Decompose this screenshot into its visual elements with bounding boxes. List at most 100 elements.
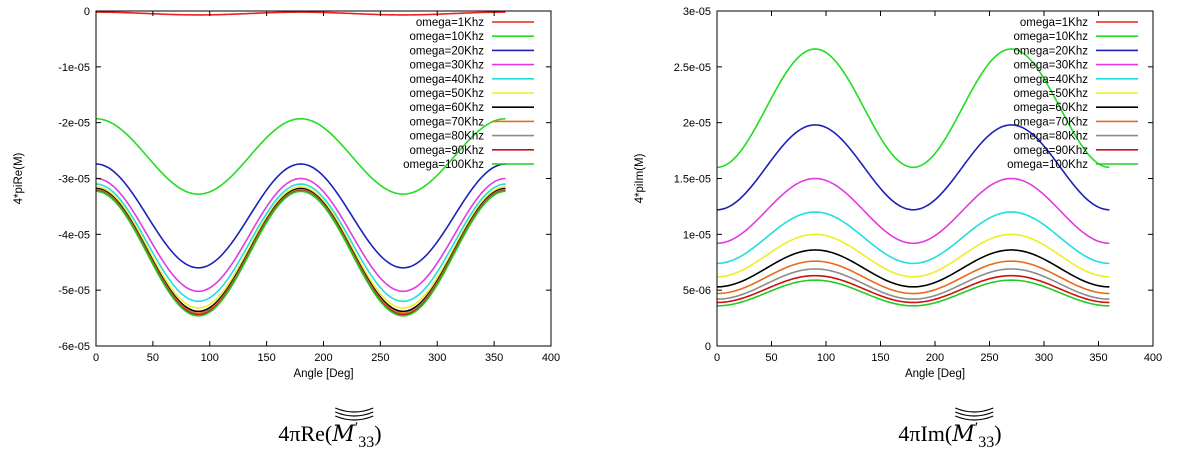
y-tick-label: -5e-05 (58, 285, 90, 297)
x-tick-label: 200 (314, 352, 332, 364)
x-tick-label: 400 (1144, 352, 1162, 364)
legend-label: omega=60Khz (1014, 102, 1089, 114)
x-tick-label: 150 (257, 352, 275, 364)
caption-accent (955, 407, 994, 413)
caption-symbol: M (951, 422, 975, 447)
caption-post: ) (994, 421, 1001, 446)
legend-label: omega=20Khz (1014, 45, 1089, 57)
series-line-3 (717, 177, 1110, 245)
y-tick-label: 1e-05 (683, 229, 711, 241)
legend-label: omega=10Khz (1014, 31, 1089, 43)
legend-label: omega=60Khz (410, 102, 485, 114)
caption-accent (955, 411, 994, 417)
legend-label: omega=50Khz (1014, 88, 1089, 100)
caption-prime: ′ (355, 420, 359, 437)
x-tick-label: 350 (485, 352, 503, 364)
y-tick-label: -1e-05 (58, 62, 90, 74)
y-tick-label: -6e-05 (58, 341, 90, 353)
legend-label: omega=1Khz (416, 17, 484, 29)
x-axis-label: Angle [Deg] (293, 368, 353, 380)
y-axis-label: 4*piRe(M) (13, 152, 25, 204)
x-tick-label: 50 (147, 352, 159, 364)
caption-accent (335, 407, 374, 413)
x-tick-label: 100 (201, 352, 219, 364)
series-line-8 (717, 268, 1110, 300)
y-axis-label: 4*piIm(M) (634, 153, 646, 203)
x-tick-label: 50 (765, 352, 777, 364)
legend-label: omega=90Khz (1014, 145, 1089, 157)
y-tick-label: 1.5e-05 (674, 174, 711, 186)
series-group (96, 11, 506, 317)
caption-text: 4πIm(M′33) (898, 420, 1001, 451)
series-line-4 (717, 211, 1110, 265)
caption: 4πIm(M′33) (898, 407, 1002, 451)
series-line-1 (717, 48, 1110, 169)
series-line-7 (717, 260, 1110, 295)
legend-label: omega=100Khz (403, 159, 484, 171)
caption-accent (955, 415, 994, 421)
x-tick-label: 300 (428, 352, 446, 364)
x-tick-label: 200 (926, 352, 944, 364)
legend-label: omega=30Khz (1014, 60, 1089, 72)
series-line-10 (96, 190, 506, 317)
caption-text: 4πRe(M′33) (278, 420, 381, 451)
series-line-6 (717, 249, 1110, 288)
series-line-1 (96, 117, 506, 195)
caption-subscript: 33 (978, 434, 994, 451)
y-tick-label: -4e-05 (58, 229, 90, 241)
x-tick-label: 100 (817, 352, 835, 364)
x-tick-label: 350 (1089, 352, 1107, 364)
x-tick-label: 0 (93, 352, 99, 364)
y-tick-label: -3e-05 (58, 174, 90, 186)
y-tick-label: 2.5e-05 (674, 62, 711, 74)
legend-label: omega=1Khz (1020, 17, 1088, 29)
y-tick-label: 5e-06 (683, 285, 711, 297)
caption-symbol: M (331, 422, 355, 447)
legend-label: omega=20Khz (410, 45, 485, 57)
y-tick-label: 2e-05 (683, 118, 711, 130)
y-tick-label: 0 (84, 6, 90, 18)
series-group (717, 48, 1110, 307)
caption-post: ) (374, 421, 381, 446)
y-tick-label: 0 (705, 341, 711, 353)
series-line-2 (96, 163, 506, 269)
caption-prime: ′ (975, 420, 979, 437)
y-tick-label: 3e-05 (683, 6, 711, 18)
x-tick-label: 250 (371, 352, 389, 364)
caption-pre: 4πIm( (898, 421, 952, 446)
series-line-10 (717, 279, 1110, 307)
legend: omega=1Khz omega=10Khz omega=20Khz omega=30… (1007, 17, 1138, 171)
legend-label: omega=80Khz (410, 131, 485, 143)
legend-label: omega=10Khz (410, 31, 485, 43)
x-tick-label: 150 (871, 352, 889, 364)
series-line-5 (96, 186, 506, 309)
x-axis-label: Angle [Deg] (905, 368, 965, 380)
legend-label: omega=40Khz (410, 74, 485, 86)
caption-accent (335, 415, 374, 421)
legend-label: omega=70Khz (410, 116, 485, 128)
caption-subscript: 33 (358, 434, 374, 451)
legend-label: omega=50Khz (410, 88, 485, 100)
caption-accent (335, 411, 374, 417)
legend-label: omega=70Khz (1014, 116, 1089, 128)
legend-label: omega=90Khz (410, 145, 485, 157)
legend: omega=1Khz omega=10Khz omega=20Khz omega=30… (403, 17, 534, 171)
x-tick-label: 400 (542, 352, 560, 364)
legend-label: omega=30Khz (410, 60, 485, 72)
series-line-3 (96, 177, 506, 293)
series-line-5 (717, 233, 1110, 278)
series-line-2 (717, 124, 1110, 211)
series-line-6 (96, 187, 506, 313)
legend-label: omega=40Khz (1014, 74, 1089, 86)
series-line-9 (717, 274, 1110, 304)
caption-pre: 4πRe( (278, 421, 332, 446)
chart-real-part: 0 50 100 150 200 250 300 350 400 -6e-05 -5e-05 -4e-… (13, 6, 560, 451)
legend-label: omega=100Khz (1007, 159, 1088, 171)
y-tick-label: -2e-05 (58, 118, 90, 130)
series-line-4 (96, 183, 506, 303)
series-line-0 (96, 11, 506, 16)
legend-label: omega=80Khz (1014, 131, 1089, 143)
chart-imaginary-part: 0 50 100 150 200 250 300 350 400 0 5e-06 1e-05 1.5e-… (634, 6, 1162, 451)
x-tick-label: 300 (1035, 352, 1053, 364)
